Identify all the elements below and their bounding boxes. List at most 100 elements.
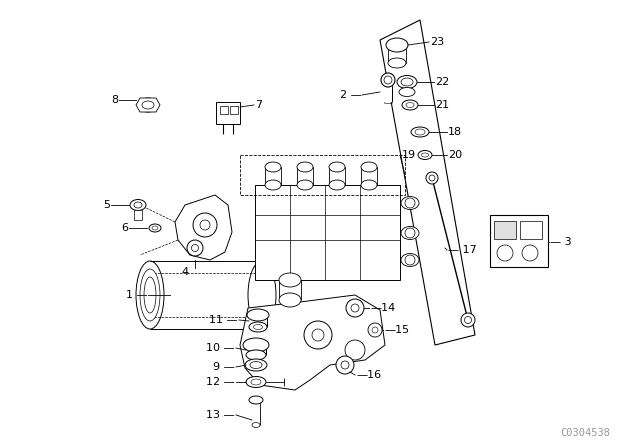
Ellipse shape xyxy=(381,73,395,87)
Bar xyxy=(279,280,301,300)
Ellipse shape xyxy=(243,338,269,352)
Polygon shape xyxy=(136,98,160,112)
Text: — 17: — 17 xyxy=(448,245,477,255)
Ellipse shape xyxy=(265,162,281,172)
Ellipse shape xyxy=(384,76,392,84)
Ellipse shape xyxy=(247,309,269,321)
Ellipse shape xyxy=(388,58,406,68)
Circle shape xyxy=(465,316,472,323)
Ellipse shape xyxy=(130,199,146,211)
Text: 7: 7 xyxy=(255,100,262,110)
Text: 13 —: 13 — xyxy=(206,410,235,420)
Ellipse shape xyxy=(297,180,313,190)
Bar xyxy=(252,400,260,425)
Circle shape xyxy=(426,172,438,184)
Text: 23: 23 xyxy=(430,37,444,47)
Bar xyxy=(220,106,228,114)
Circle shape xyxy=(368,323,382,337)
Ellipse shape xyxy=(249,396,263,404)
Ellipse shape xyxy=(418,151,432,159)
Ellipse shape xyxy=(401,227,419,240)
Text: 5: 5 xyxy=(103,200,110,210)
Text: 11 —: 11 — xyxy=(209,315,238,325)
Text: —14: —14 xyxy=(370,303,396,313)
Polygon shape xyxy=(380,20,475,345)
Ellipse shape xyxy=(401,254,419,267)
Ellipse shape xyxy=(415,129,425,135)
Circle shape xyxy=(372,327,378,333)
Bar xyxy=(134,210,142,220)
Text: 2 —: 2 — xyxy=(340,90,362,100)
Ellipse shape xyxy=(329,180,345,190)
Bar xyxy=(329,167,345,185)
Circle shape xyxy=(304,321,332,349)
Bar xyxy=(230,106,238,114)
Ellipse shape xyxy=(134,202,142,208)
Ellipse shape xyxy=(406,103,414,108)
Ellipse shape xyxy=(246,376,266,388)
Circle shape xyxy=(345,340,365,360)
Text: 10 —: 10 — xyxy=(206,343,235,353)
Circle shape xyxy=(522,245,538,261)
Circle shape xyxy=(497,245,513,261)
Circle shape xyxy=(193,213,217,237)
Circle shape xyxy=(341,361,349,369)
Polygon shape xyxy=(175,195,232,260)
Ellipse shape xyxy=(401,78,413,86)
Bar xyxy=(297,167,313,185)
Ellipse shape xyxy=(329,162,345,172)
Ellipse shape xyxy=(386,38,408,52)
Ellipse shape xyxy=(249,322,267,332)
Ellipse shape xyxy=(279,273,301,287)
Ellipse shape xyxy=(246,350,266,360)
Bar xyxy=(249,315,267,327)
Bar xyxy=(216,102,240,124)
Text: 1 —: 1 — xyxy=(126,290,148,300)
Ellipse shape xyxy=(411,127,429,137)
Bar xyxy=(150,261,262,329)
Bar xyxy=(520,221,542,239)
Circle shape xyxy=(336,356,354,374)
Text: 21: 21 xyxy=(435,100,449,110)
Ellipse shape xyxy=(399,87,415,96)
Ellipse shape xyxy=(149,224,161,232)
Ellipse shape xyxy=(253,324,262,329)
Ellipse shape xyxy=(361,180,377,190)
Text: 9 —: 9 — xyxy=(213,362,235,372)
Circle shape xyxy=(346,299,364,317)
Ellipse shape xyxy=(138,98,158,112)
Text: 4: 4 xyxy=(181,267,189,277)
Circle shape xyxy=(405,228,415,238)
Ellipse shape xyxy=(265,180,281,190)
Ellipse shape xyxy=(136,261,164,329)
Text: 18: 18 xyxy=(448,127,462,137)
Ellipse shape xyxy=(140,269,160,321)
Ellipse shape xyxy=(422,153,429,157)
Ellipse shape xyxy=(245,359,267,371)
Text: C0304538: C0304538 xyxy=(560,428,610,438)
Ellipse shape xyxy=(250,362,262,369)
Bar xyxy=(361,167,377,185)
Circle shape xyxy=(200,220,210,230)
Circle shape xyxy=(312,329,324,341)
Text: 20: 20 xyxy=(448,150,462,160)
Text: 8: 8 xyxy=(111,95,118,105)
Ellipse shape xyxy=(248,261,276,329)
Text: 22: 22 xyxy=(435,77,449,87)
Ellipse shape xyxy=(397,76,417,89)
Circle shape xyxy=(461,313,475,327)
Circle shape xyxy=(191,245,198,251)
Text: 12 —: 12 — xyxy=(206,377,235,387)
Ellipse shape xyxy=(401,197,419,210)
Ellipse shape xyxy=(252,422,260,427)
Bar xyxy=(246,345,266,355)
Ellipse shape xyxy=(297,162,313,172)
Circle shape xyxy=(405,255,415,265)
Ellipse shape xyxy=(152,226,158,230)
Bar xyxy=(255,185,400,280)
Bar xyxy=(384,80,392,102)
Ellipse shape xyxy=(142,101,154,109)
Text: 6: 6 xyxy=(121,223,128,233)
Circle shape xyxy=(429,175,435,181)
Ellipse shape xyxy=(402,100,418,110)
